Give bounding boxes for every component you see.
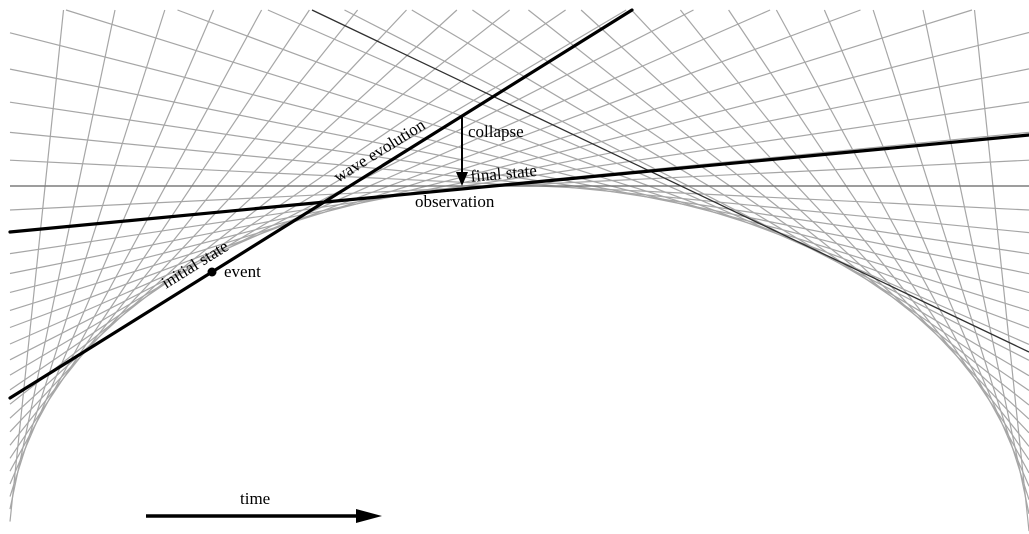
- grid-tangent-line: [872, 9, 1029, 500]
- grid-tangent-line: [411, 9, 1029, 377]
- grid-tangent-line: [177, 9, 1029, 329]
- grid-tangent-line: [9, 9, 861, 329]
- grid-tangent-line: [9, 9, 407, 433]
- grid-tangent-line: [9, 9, 116, 510]
- grid-tangent-line: [9, 9, 973, 311]
- time-arrowhead: [356, 509, 382, 523]
- grid-tangent-line: [9, 9, 627, 376]
- grid-tangent-line: [973, 9, 1029, 532]
- grid-tangent-line: [528, 9, 1029, 406]
- grid-tangent-line: [728, 9, 1029, 461]
- grid-tangent-line: [9, 9, 566, 391]
- event-point: [207, 267, 217, 277]
- grid-tangent-line: [823, 9, 1029, 487]
- grid-tangent-line: [9, 9, 310, 459]
- grid-tangent-line: [65, 9, 1029, 312]
- grid-tangent-line: [922, 9, 1029, 515]
- grid-tangent-line: [9, 68, 1029, 275]
- wave-evolution-line: [8, 8, 634, 400]
- grid-tangent-line: [631, 9, 1029, 434]
- event-label: event: [224, 262, 261, 281]
- time-label: time: [240, 489, 270, 508]
- grid-tangent-line: [775, 9, 1029, 474]
- grid-tangent-line: [9, 101, 1029, 255]
- grid-tangent-line: [9, 9, 771, 345]
- descending-diagonal-line: [311, 9, 1029, 353]
- observation-label: observation: [415, 192, 495, 211]
- grid-tangent-line: [580, 9, 1029, 420]
- grid-tangent-line: [9, 9, 65, 522]
- collapse-arrowhead: [456, 172, 468, 186]
- tangent-grid: [9, 9, 1029, 532]
- grid-tangent-line: [267, 9, 1029, 345]
- collapse-label: collapse: [468, 122, 524, 141]
- observation-line: [8, 133, 1029, 234]
- grid-tangent-line: [472, 9, 1029, 391]
- grid-tangent-line: [344, 9, 1029, 361]
- grid-tangent-line: [9, 9, 166, 497]
- grid-tangent-line: [9, 9, 215, 485]
- grid-tangent-line: [9, 32, 1029, 294]
